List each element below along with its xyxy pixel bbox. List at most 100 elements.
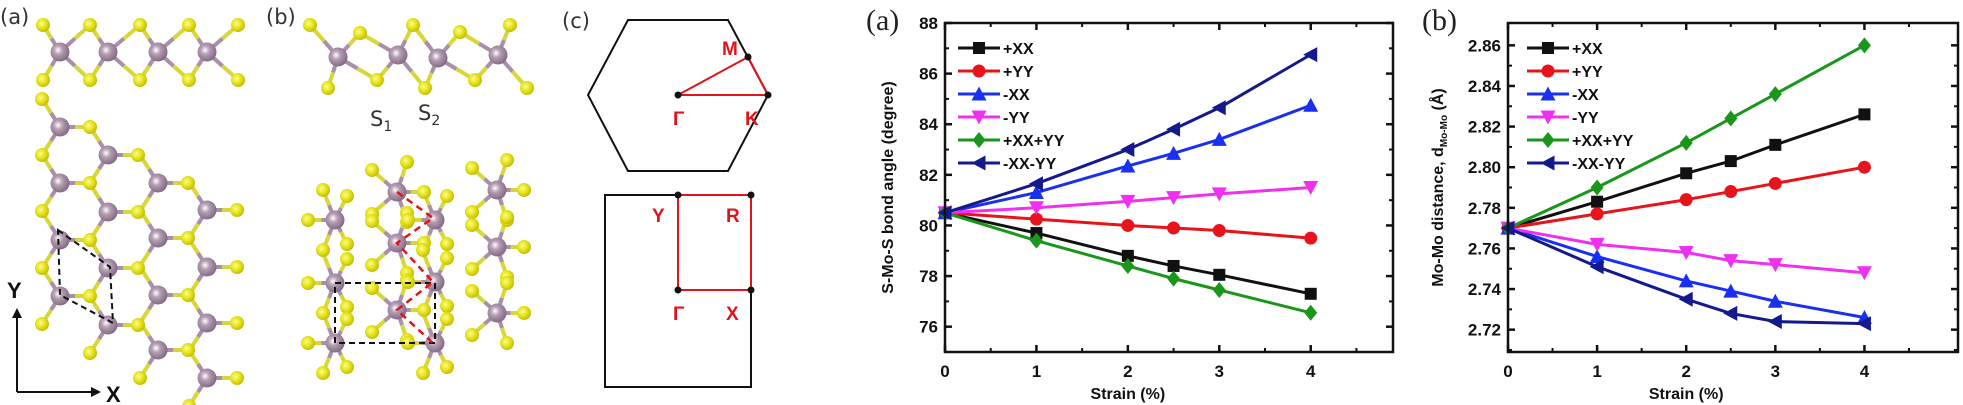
legend-label: -YY bbox=[1572, 110, 1599, 127]
s-atom bbox=[340, 189, 354, 203]
series-+XX+YY bbox=[938, 204, 1318, 321]
label-gamma-hex: Γ bbox=[673, 109, 685, 130]
legend-item: -XX-YY bbox=[958, 155, 1057, 173]
triangle-up-marker bbox=[1589, 249, 1605, 264]
diamond-marker bbox=[972, 132, 986, 148]
s-atom bbox=[301, 336, 315, 350]
top-view-b bbox=[301, 153, 531, 380]
triangle-down-marker bbox=[1303, 181, 1319, 195]
legend-item: -XX bbox=[958, 86, 1030, 104]
legend-item: -YY bbox=[958, 110, 1030, 127]
series-line bbox=[944, 103, 1312, 215]
s-atom bbox=[230, 316, 244, 330]
chart-bond-angle: (a)0 1 2 3 476788082848688+XX+YY-XX-YY+XX+YY… bbox=[866, 4, 1395, 403]
s-atom bbox=[36, 73, 50, 87]
mo-atom bbox=[98, 315, 118, 335]
legend-item: -XX-YY bbox=[1527, 155, 1626, 173]
square-marker bbox=[1167, 259, 1180, 272]
axes: 0 1 2 3 4 76 78 80 82 84 86 88 bbox=[919, 14, 1393, 381]
legend-label: -XX-YY bbox=[1003, 156, 1057, 173]
mo-atom bbox=[325, 210, 345, 230]
s-atom bbox=[517, 183, 531, 197]
triangle-up-marker bbox=[1723, 283, 1739, 298]
s-atom bbox=[365, 163, 379, 177]
s-atom bbox=[35, 92, 49, 106]
diamond-marker bbox=[1857, 37, 1871, 54]
diamond-marker bbox=[1590, 179, 1604, 196]
diamond-marker bbox=[1724, 110, 1738, 127]
x-axis-label: Strain (%) bbox=[1091, 386, 1166, 403]
s-atom bbox=[83, 346, 97, 360]
legend-label: +XX bbox=[1003, 41, 1034, 58]
gamma-point-dot bbox=[674, 91, 682, 99]
s-atom bbox=[440, 189, 454, 203]
legend-label: +XX bbox=[1572, 41, 1603, 58]
y-axis-label: Mo-Mo distance, dMo-Mo (Å) bbox=[1428, 88, 1450, 286]
s-atom bbox=[36, 18, 50, 32]
s-atom bbox=[465, 284, 479, 298]
y-tick-label: 80 bbox=[919, 216, 938, 235]
diamond-marker bbox=[1679, 134, 1693, 151]
series-line bbox=[1507, 226, 1865, 275]
circle-marker bbox=[1212, 224, 1226, 238]
square-marker bbox=[1213, 268, 1226, 281]
unit-cell-dashed-b bbox=[334, 282, 436, 344]
diamond-marker bbox=[1167, 270, 1181, 287]
square-marker bbox=[1769, 138, 1782, 151]
panel-label-a: (a) bbox=[0, 5, 29, 29]
circle-marker bbox=[1121, 218, 1135, 232]
panel-label-b: (b) bbox=[266, 5, 296, 29]
triangle-down-marker bbox=[1767, 258, 1783, 273]
s-atom bbox=[303, 18, 317, 32]
s-atom bbox=[231, 73, 245, 87]
s-atom bbox=[231, 18, 245, 32]
s-atom bbox=[316, 306, 330, 320]
circle-marker bbox=[1590, 207, 1604, 221]
s-atom bbox=[35, 261, 49, 275]
series-line bbox=[944, 53, 1312, 215]
mo-atom bbox=[197, 200, 217, 220]
label-y: Y bbox=[652, 206, 665, 227]
s-atom bbox=[365, 258, 379, 272]
s-atom bbox=[500, 210, 514, 224]
y-arrowhead-icon bbox=[12, 308, 22, 318]
label-k: K bbox=[745, 109, 759, 130]
y-tick-label: 2.74 bbox=[1468, 280, 1502, 299]
x-tick-label: 1 bbox=[1592, 362, 1601, 381]
s-atom bbox=[517, 306, 531, 320]
x-tick-label: 4 bbox=[1860, 362, 1870, 381]
legend-item: +XX+YY bbox=[958, 132, 1065, 150]
y-tick-label: 86 bbox=[919, 65, 938, 84]
mo-atom bbox=[98, 42, 118, 62]
diamond-marker bbox=[1121, 257, 1135, 274]
m-point-dot bbox=[744, 53, 752, 61]
x-point-dot bbox=[747, 286, 755, 294]
series-line bbox=[1507, 165, 1865, 230]
s-atom bbox=[365, 214, 379, 228]
s-atom bbox=[131, 148, 145, 162]
axes-arrows: Y X bbox=[7, 278, 121, 405]
label-gamma-rect: Γ bbox=[673, 304, 685, 325]
mo-atom bbox=[388, 45, 408, 65]
x-tick-label: 3 bbox=[1771, 362, 1780, 381]
triangle-down-marker bbox=[1540, 110, 1556, 125]
s-atom bbox=[182, 399, 196, 405]
label-x: X bbox=[726, 304, 739, 325]
s-atom bbox=[301, 276, 315, 290]
y-point-dot bbox=[674, 191, 682, 199]
s-atom bbox=[500, 336, 514, 350]
series-line bbox=[1507, 226, 1865, 326]
y-tick-label: 84 bbox=[919, 115, 938, 134]
triangle-down-marker bbox=[1856, 266, 1872, 281]
series-line bbox=[944, 211, 1311, 240]
square-marker bbox=[1724, 155, 1737, 168]
triangle-up-marker bbox=[1303, 97, 1319, 112]
legend-label: -XX-YY bbox=[1572, 156, 1626, 173]
mo-atom bbox=[98, 258, 118, 278]
s-atom bbox=[131, 261, 145, 275]
diamond-marker bbox=[1304, 304, 1318, 321]
circle-marker bbox=[1167, 221, 1181, 235]
series-line bbox=[944, 211, 1312, 315]
triangle-down-marker bbox=[1678, 245, 1694, 260]
square-marker bbox=[1858, 108, 1871, 121]
